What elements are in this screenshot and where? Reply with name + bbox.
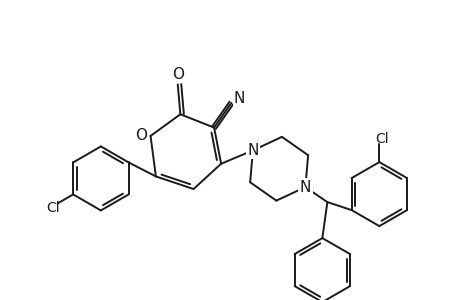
Text: N: N	[299, 180, 310, 195]
Text: O: O	[171, 67, 183, 82]
Text: O: O	[135, 128, 147, 143]
Text: Cl: Cl	[375, 132, 388, 146]
Text: N: N	[233, 92, 245, 106]
Text: Cl: Cl	[46, 201, 59, 215]
Text: N: N	[246, 143, 258, 158]
